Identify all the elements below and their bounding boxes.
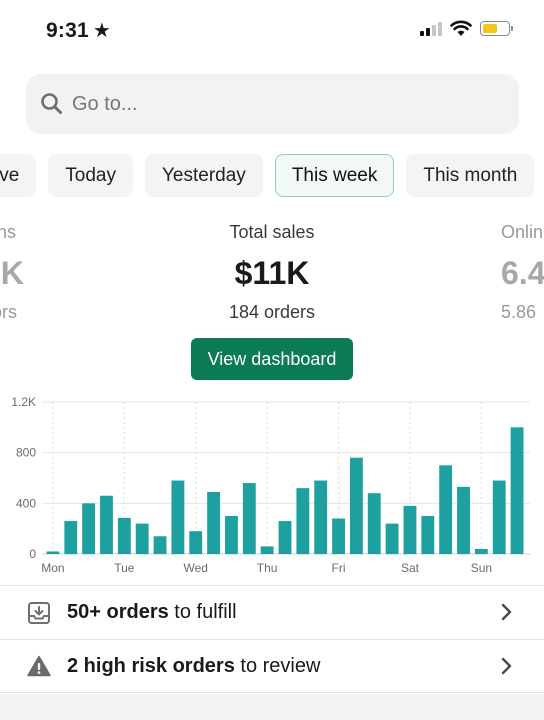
signal-icon — [420, 21, 442, 36]
x-tick-label: Tue — [114, 561, 135, 575]
chart-bar[interactable] — [153, 536, 167, 554]
chart-bar[interactable] — [385, 523, 399, 554]
chart-bar[interactable] — [225, 516, 238, 554]
metric-total-sales[interactable]: Total sales $11K 184 orders — [172, 222, 372, 323]
high-risk-orders-row[interactable]: 2 high risk orders to review — [0, 639, 544, 693]
y-tick-label: 0 — [29, 547, 36, 561]
chart-bar[interactable] — [189, 531, 203, 554]
star-icon: ★ — [92, 20, 111, 42]
status-icons — [420, 20, 513, 37]
chart-bar[interactable] — [46, 551, 60, 554]
chart-bar[interactable] — [64, 521, 78, 554]
chevron-right-icon — [501, 603, 512, 621]
metric-label: sions — [0, 222, 17, 242]
fulfill-orders-text: 50+ orders to fulfill — [67, 601, 237, 624]
search-input[interactable] — [72, 92, 472, 116]
x-tick-label: Sun — [471, 561, 492, 575]
y-tick-label: 800 — [16, 446, 36, 460]
fulfill-icon — [26, 600, 52, 626]
x-tick-label: Sat — [401, 561, 420, 575]
metric-value: 6.4 — [501, 255, 544, 291]
chart-bar[interactable] — [492, 480, 506, 554]
chart-bar[interactable] — [332, 518, 345, 554]
metric-label: Total sales — [229, 222, 315, 242]
date-range-tabs: ive Today Yesterday This week This month — [0, 154, 535, 197]
chart-bar[interactable] — [100, 495, 113, 554]
y-tick-label: 400 — [16, 496, 36, 510]
warning-icon — [26, 653, 52, 679]
tab-yesterday[interactable]: Yesterday — [145, 154, 263, 197]
x-tick-label: Wed — [184, 561, 208, 575]
chart-bar[interactable] — [171, 480, 185, 554]
tab-this-week[interactable]: This week — [274, 154, 395, 197]
metric-sub: 184 orders — [228, 302, 316, 322]
fulfill-orders-row[interactable]: 50+ orders to fulfill — [0, 585, 544, 639]
chart-bar[interactable] — [135, 523, 149, 554]
chart-bar[interactable] — [242, 483, 256, 554]
high-risk-count: 2 high risk orders — [67, 654, 235, 677]
metric-value: $11K — [234, 255, 310, 291]
chart-bar[interactable] — [403, 505, 417, 554]
fulfill-suffix: to fulfill — [168, 601, 237, 623]
chart-bar[interactable] — [117, 517, 131, 554]
high-risk-orders-text: 2 high risk orders to review — [67, 655, 320, 678]
chart-bar[interactable] — [82, 503, 96, 554]
chart-bar[interactable] — [207, 491, 221, 554]
clock-text: 9:31 — [46, 19, 89, 42]
fulfill-count: 50+ orders — [67, 601, 169, 623]
battery-icon — [480, 21, 513, 36]
chart-bar[interactable] — [457, 486, 470, 554]
chart-bar[interactable] — [367, 493, 381, 554]
metric-sub: 5.86 — [501, 302, 537, 322]
x-tick-label: Thu — [257, 561, 278, 575]
chart-bar[interactable] — [314, 480, 328, 554]
search-box[interactable] — [26, 74, 519, 134]
metric-sessions[interactable]: sions .1K sitors — [0, 222, 54, 323]
chart-bar[interactable] — [421, 516, 435, 554]
metric-sub: sitors — [0, 302, 18, 322]
chart-bar[interactable] — [510, 427, 524, 554]
chart-bar[interactable] — [296, 488, 310, 554]
x-tick-label: Fri — [332, 561, 346, 575]
chart-bar[interactable] — [474, 548, 488, 554]
view-dashboard-button[interactable]: View dashboard — [191, 338, 353, 380]
high-risk-suffix: to review — [234, 654, 321, 677]
tab-live[interactable]: ive — [0, 154, 37, 197]
status-time: 9:31 ★ — [46, 18, 111, 43]
metric-label: Onlin — [501, 222, 544, 242]
tab-today[interactable]: Today — [48, 154, 133, 197]
metric-online[interactable]: Onlin 6.4 5.86 — [501, 222, 544, 323]
chart-bar[interactable] — [278, 521, 292, 554]
status-bar: 9:31 ★ — [0, 0, 544, 60]
wifi-icon — [450, 20, 472, 36]
tab-this-month[interactable]: This month — [406, 154, 535, 197]
y-tick-label: 1.2K — [11, 395, 36, 409]
bottom-divider — [0, 694, 544, 720]
chart-bar[interactable] — [439, 465, 453, 554]
battery-level — [483, 24, 498, 33]
x-tick-label: Mon — [41, 561, 64, 575]
metric-value: .1K — [0, 255, 24, 291]
search-icon — [41, 93, 62, 114]
chevron-right-icon — [501, 657, 512, 675]
chart-bar[interactable] — [349, 457, 363, 554]
sales-chart: 0 400 800 1.2K Mon Tue Wed Thu Fri Sat Sun — [11, 395, 530, 575]
chart-bar[interactable] — [260, 546, 274, 554]
